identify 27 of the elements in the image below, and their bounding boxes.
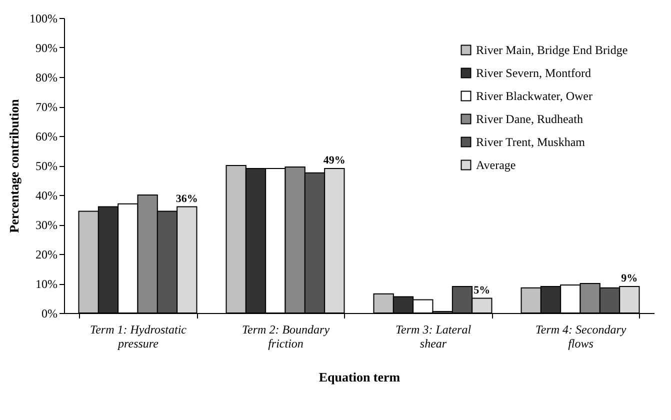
x-tick-label: Term 3: Lateral shear bbox=[395, 322, 472, 350]
data-label: 49% bbox=[323, 154, 346, 166]
y-axis-title: Percentage contribution bbox=[6, 98, 22, 233]
data-label: 36% bbox=[176, 192, 198, 205]
y-tick-label: 10% bbox=[36, 277, 58, 291]
data-label: 5% bbox=[474, 284, 490, 296]
y-tick-label: 80% bbox=[36, 70, 58, 84]
legend-label: River Main, Bridge End Bridge bbox=[476, 43, 628, 57]
legend-label: River Severn, Montford bbox=[476, 66, 591, 80]
y-tick-label: 40% bbox=[36, 188, 58, 202]
y-tick-label: 60% bbox=[36, 130, 58, 144]
legend-label: River Blackwater, Ower bbox=[476, 89, 592, 103]
y-tick-label: 50% bbox=[36, 159, 58, 173]
y-tick-label: 20% bbox=[36, 248, 58, 262]
legend-label: Average bbox=[476, 158, 516, 172]
y-tick-label: 30% bbox=[36, 218, 58, 232]
x-axis-title: Equation term bbox=[318, 370, 400, 384]
y-tick-label: 100% bbox=[30, 12, 58, 26]
legend-label: River Trent, Muskham bbox=[476, 135, 586, 149]
x-tick-label: Term 2: Boundary friction bbox=[242, 322, 330, 350]
y-tick-label: 0% bbox=[42, 306, 58, 320]
x-tick-label: Term 1: Hydrostatic pressure bbox=[90, 322, 188, 350]
y-tick-label: 70% bbox=[36, 100, 58, 114]
data-label: 9% bbox=[621, 272, 638, 284]
legend-label: River Dane, Rudheath bbox=[476, 112, 583, 126]
x-tick-label: Term 4: Secondary flows bbox=[535, 322, 627, 350]
y-tick-label: 90% bbox=[36, 41, 58, 55]
